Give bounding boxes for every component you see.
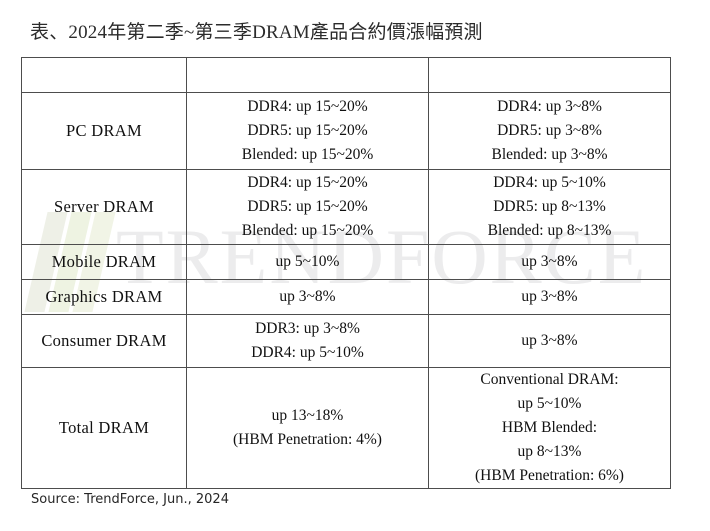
page-title: 表、2024年第二季~第三季DRAM產品合約價漲幅預測: [30, 22, 483, 43]
row-label-pc-dram: PC DRAM: [21, 92, 187, 170]
row-label-consumer-dram: Consumer DRAM: [21, 314, 187, 368]
dram-contract-price-forecast-table: 2Q24(E) 3Q24(F) PC DRAM DDR4: up 15~20% …: [21, 57, 671, 490]
table-header-row: 2Q24(E) 3Q24(F): [21, 57, 671, 93]
cell-server-dram-2q24: DDR4: up 15~20% DDR5: up 15~20% Blended:…: [186, 169, 429, 245]
cell-consumer-dram-3q24: up 3~8%: [428, 314, 671, 368]
table-row: Graphics DRAM up 3~8% up 3~8%: [21, 279, 671, 315]
table-row: PC DRAM DDR4: up 15~20% DDR5: up 15~20% …: [21, 92, 671, 170]
table-row: Total DRAM up 13~18% (HBM Penetration: 4…: [21, 366, 671, 490]
row-label-total-dram: Total DRAM: [21, 366, 187, 490]
table-row: Consumer DRAM DDR3: up 3~8% DDR4: up 5~1…: [21, 314, 671, 368]
cell-graphics-dram-3q24: up 3~8%: [428, 279, 671, 315]
cell-mobile-dram-3q24: up 3~8%: [428, 244, 671, 280]
row-label-graphics-dram: Graphics DRAM: [21, 279, 187, 315]
cell-consumer-dram-2q24: DDR3: up 3~8% DDR4: up 5~10%: [186, 314, 429, 368]
cell-server-dram-3q24: DDR4: up 5~10% DDR5: up 8~13% Blended: u…: [428, 169, 671, 245]
source-note: Source: TrendForce, Jun., 2024: [31, 492, 229, 507]
cell-pc-dram-2q24: DDR4: up 15~20% DDR5: up 15~20% Blended:…: [186, 92, 429, 170]
row-label-server-dram: Server DRAM: [21, 169, 187, 245]
table-row: Mobile DRAM up 5~10% up 3~8%: [21, 244, 671, 280]
table-header-corner: [21, 57, 187, 93]
cell-mobile-dram-2q24: up 5~10%: [186, 244, 429, 280]
cell-total-dram-2q24: up 13~18% (HBM Penetration: 4%): [186, 366, 429, 490]
table-header-3q24: 3Q24(F): [428, 57, 671, 93]
cell-pc-dram-3q24: DDR4: up 3~8% DDR5: up 3~8% Blended: up …: [428, 92, 671, 170]
table-row: Server DRAM DDR4: up 15~20% DDR5: up 15~…: [21, 169, 671, 245]
row-label-mobile-dram: Mobile DRAM: [21, 244, 187, 280]
cell-total-dram-3q24: Conventional DRAM: up 5~10% HBM Blended:…: [428, 366, 671, 490]
table-header-2q24: 2Q24(E): [186, 57, 429, 93]
cell-graphics-dram-2q24: up 3~8%: [186, 279, 429, 315]
